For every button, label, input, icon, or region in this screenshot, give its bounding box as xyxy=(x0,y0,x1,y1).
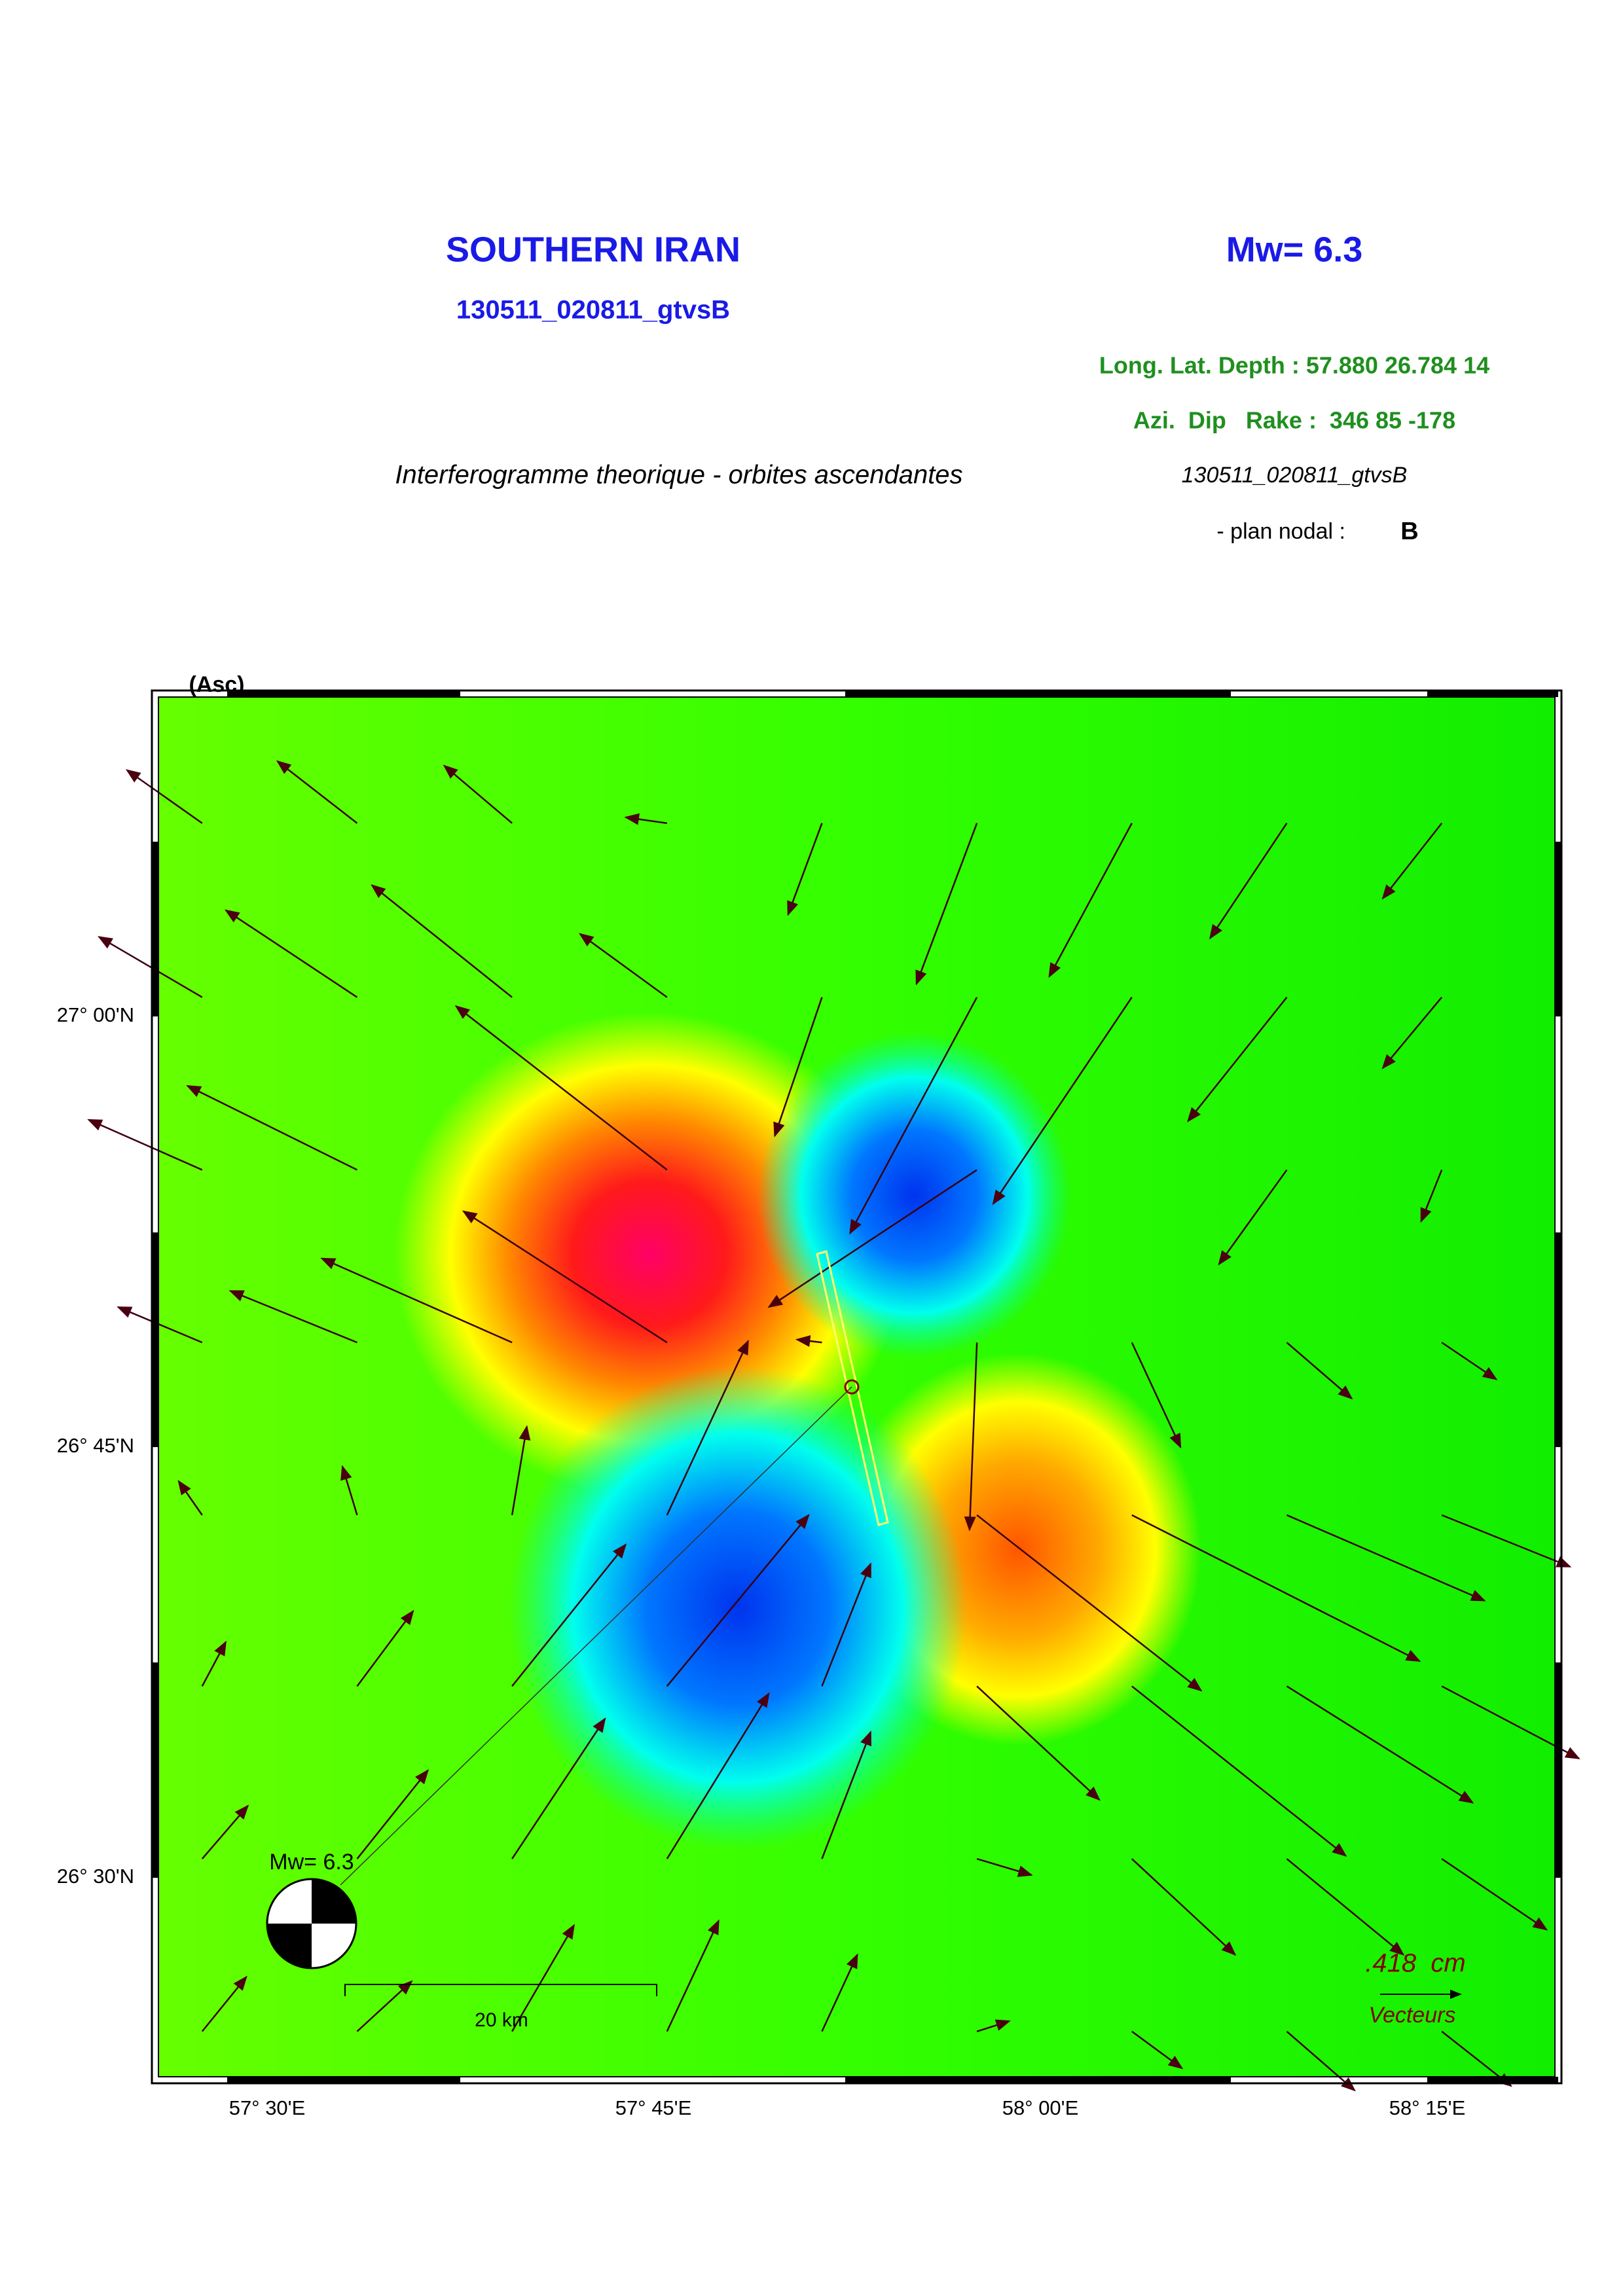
vector xyxy=(201,1975,247,2032)
vector xyxy=(1381,996,1443,1069)
vector xyxy=(976,1685,1101,1801)
vector-label: Vecteurs xyxy=(1369,2003,1456,2028)
lobe xyxy=(757,1031,1072,1359)
vector xyxy=(579,933,668,998)
fault xyxy=(816,1250,889,1526)
lat-label: 27° 00'N xyxy=(57,1003,134,1026)
vector xyxy=(1131,2030,1184,2070)
vector xyxy=(992,997,1133,1206)
lat-label: 26° 45'N xyxy=(57,1434,134,1457)
vector xyxy=(1131,1514,1421,1662)
nodal-plane-label: - plan nodal : xyxy=(1216,519,1345,544)
vector xyxy=(98,936,203,998)
interferogram xyxy=(158,697,1555,2077)
vector xyxy=(1131,1342,1182,1449)
vector xyxy=(1286,1685,1474,1804)
title: SOUTHERN IRAN xyxy=(446,230,740,269)
vector xyxy=(821,1731,872,1859)
vector xyxy=(976,1514,1203,1692)
location: Long. Lat. Depth : 57.880 26.784 14 xyxy=(1099,352,1489,379)
beachball xyxy=(266,1878,357,1969)
lon-label: 57° 30'E xyxy=(229,2096,306,2119)
vector xyxy=(340,1465,358,1516)
vector xyxy=(356,1609,414,1687)
nodal-plane: B xyxy=(1400,518,1418,545)
vector xyxy=(356,1769,429,1859)
lon-label: 58° 00'E xyxy=(1002,2096,1079,2119)
mechanism: Azi. Dip Rake : 346 85 -178 xyxy=(1133,407,1455,434)
vector xyxy=(320,1257,513,1344)
vector xyxy=(666,1919,720,2032)
vector xyxy=(795,1335,822,1347)
lon-label: 58° 15'E xyxy=(1389,2096,1466,2119)
vector xyxy=(117,1306,203,1344)
vector xyxy=(1187,996,1288,1122)
vector xyxy=(666,1514,810,1687)
vector xyxy=(666,1339,749,1516)
vector xyxy=(773,997,823,1138)
event-id: 130511_020811_gtvsB xyxy=(456,296,730,325)
vector xyxy=(1131,1685,1347,1857)
solution: 130511_020811_gtvsB xyxy=(1182,463,1408,488)
vector xyxy=(1286,1514,1486,1602)
vector xyxy=(443,764,513,824)
vector xyxy=(976,1857,1033,1877)
orbit-label: (Asc) xyxy=(189,672,244,697)
vector xyxy=(511,1543,627,1687)
vector xyxy=(1048,823,1133,978)
link-line xyxy=(340,1386,852,1886)
frame xyxy=(151,689,1563,2085)
scale-bar xyxy=(344,1984,657,1996)
vector xyxy=(821,1953,858,2032)
vector xyxy=(276,760,358,824)
vector xyxy=(228,1290,357,1344)
vector xyxy=(177,1480,203,1516)
vector xyxy=(462,1210,668,1344)
vector xyxy=(915,823,978,986)
lon-label: 57° 45'E xyxy=(615,2096,692,2119)
vector xyxy=(1381,822,1443,900)
vector xyxy=(1441,1342,1498,1380)
vector xyxy=(201,1640,227,1687)
vector xyxy=(1131,1858,1237,1956)
magnitude: Mw= 6.3 xyxy=(1226,230,1363,269)
vector xyxy=(511,1924,575,2032)
vector xyxy=(964,1342,978,1532)
vector xyxy=(666,1692,770,1859)
subtitle: Interferogramme theorique - orbites asce… xyxy=(395,461,962,490)
vector xyxy=(371,884,513,998)
scale-label: 20 km xyxy=(475,2009,528,2031)
vector xyxy=(1286,1858,1405,1956)
vector xyxy=(849,997,978,1235)
vector xyxy=(821,1562,872,1687)
vector xyxy=(454,1005,668,1171)
vector xyxy=(87,1119,203,1171)
vector xyxy=(511,1425,531,1516)
vector-scale: .418 cm xyxy=(1365,1949,1465,1978)
epicenter xyxy=(844,1379,860,1395)
vector xyxy=(1286,2030,1356,2092)
vector xyxy=(126,769,203,824)
vector xyxy=(1420,1169,1443,1223)
vector xyxy=(1209,823,1288,940)
vectors xyxy=(87,760,1580,2092)
vector xyxy=(976,2019,1011,2032)
vector xyxy=(224,909,358,998)
vector xyxy=(1441,1858,1548,1931)
vector xyxy=(624,813,667,825)
lat-label: 26° 30'N xyxy=(57,1865,134,1888)
vector xyxy=(511,1717,606,1859)
vector xyxy=(767,1169,977,1308)
beachball-label: Mw= 6.3 xyxy=(269,1850,354,1874)
vector xyxy=(1286,1342,1353,1400)
vector xyxy=(356,1980,413,2032)
vector xyxy=(186,1085,358,1171)
vector xyxy=(787,823,823,916)
vector xyxy=(201,1804,249,1859)
lobe xyxy=(509,1366,967,1850)
vector xyxy=(1441,1514,1572,1568)
vector xyxy=(1218,1169,1288,1266)
